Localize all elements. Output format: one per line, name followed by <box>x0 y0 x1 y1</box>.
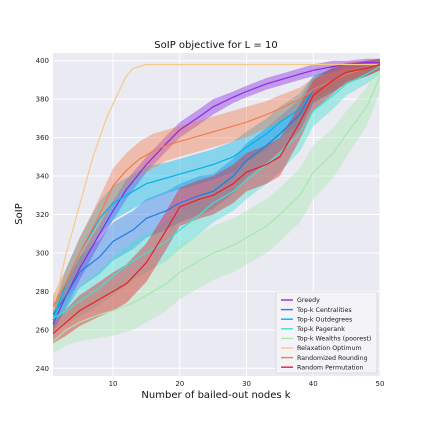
y-tick-label: 280 <box>36 288 49 296</box>
x-axis-label: Number of bailed-out nodes k <box>141 390 290 401</box>
legend-label-randomized-rounding: Randomized Rounding <box>297 355 368 362</box>
series-line-randomized-rounding <box>52 63 381 308</box>
y-tick-label: 400 <box>36 57 49 65</box>
x-tick-labels: 10 20 30 40 50 <box>109 380 385 388</box>
y-tick-label: 380 <box>36 96 49 104</box>
legend-box <box>275 291 378 374</box>
y-tick-label: 260 <box>36 326 49 334</box>
band-randomized-rounding <box>53 58 380 319</box>
legend-label-top-k-outdegrees: Top-k Outdegrees <box>296 316 352 323</box>
grid <box>53 53 381 376</box>
band-top-k-outdegrees <box>53 58 380 332</box>
legend-label-top-k-pagerank: Top-k Pagerank <box>296 326 345 333</box>
x-tick-label: 20 <box>175 380 184 388</box>
series-line-greedy <box>52 61 380 325</box>
x-tick-label: 30 <box>242 380 251 388</box>
band-greedy <box>53 58 380 334</box>
y-axis-label: SoIP <box>14 203 25 224</box>
legend-label-relaxation-optimum: Relaxation Optimum <box>297 345 362 352</box>
x-tick-label: 10 <box>109 380 118 388</box>
band-top-k-pagerank <box>53 58 380 330</box>
legend-label-top-k-centralities: Top-k Centralities <box>296 307 352 314</box>
y-tick-label: 300 <box>36 249 49 257</box>
x-tick-label: 50 <box>376 380 385 388</box>
series-lines <box>52 61 381 342</box>
legend-label-random-permutation: Random Permutation <box>297 364 364 371</box>
y-tick-label: 360 <box>36 134 49 142</box>
y-tick-label: 240 <box>36 365 49 373</box>
legend-label-top-k-wealths-poorest: Top-k Wealths (poorest) <box>296 336 371 343</box>
x-tick-label: 40 <box>309 380 318 388</box>
y-tick-label: 320 <box>36 211 49 219</box>
series-line-random-permutation <box>52 63 381 335</box>
chart-title: SoIP objective for L = 10 <box>154 40 277 51</box>
series-line-relaxation-optimum <box>52 63 380 311</box>
legend: Greedy Top-k Centralities Top-k Outdegrees… <box>275 291 378 374</box>
series-line-top-k-pagerank <box>52 65 381 319</box>
y-tick-labels: 240 260 280 300 320 340 360 380 400 <box>36 57 49 373</box>
series-line-top-k-wealths-poorest <box>52 75 381 342</box>
y-tick-label: 340 <box>36 173 49 181</box>
legend-label-greedy: Greedy <box>297 297 320 304</box>
band-top-k-wealths-poorest <box>53 60 380 353</box>
